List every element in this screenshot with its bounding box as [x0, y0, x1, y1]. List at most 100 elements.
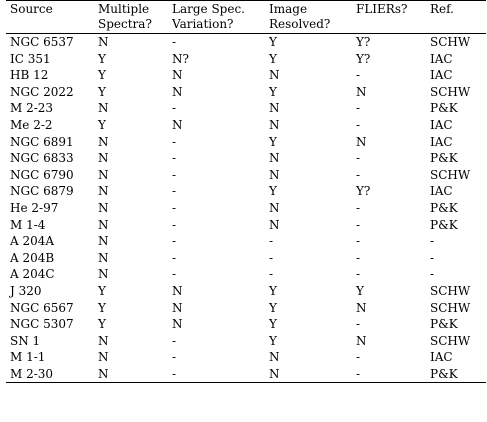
cell-large-spec-variation: -: [172, 217, 177, 232]
header-fliers: FLIERs?: [352, 1, 426, 34]
cell-multiple-spectra: N: [98, 167, 109, 182]
header-line: Variation?: [172, 17, 234, 31]
cell-multiple-spectra: N: [98, 267, 109, 282]
header-line: Resolved?: [269, 17, 331, 31]
cell-large-spec-variation: N?: [172, 51, 189, 66]
table-row: SN 1 N - Y N SCHW: [6, 333, 486, 350]
table-row: NGC 6567 Y N Y N SCHW: [6, 300, 486, 317]
cell-source: M 1-4: [10, 217, 46, 232]
header-line: Multiple: [98, 2, 150, 16]
cell-image-resolved: N: [269, 167, 280, 182]
cell-image-resolved: Y: [269, 51, 277, 66]
cell-multiple-spectra: Y: [98, 51, 106, 66]
cell-large-spec-variation: -: [172, 333, 177, 348]
cell-large-spec-variation: N: [172, 300, 183, 315]
table-row: A 204B N - - - -: [6, 250, 486, 267]
cell-ref: SCHW: [430, 35, 471, 49]
cell-large-spec-variation: -: [172, 234, 177, 249]
cell-source: A 204C: [10, 267, 55, 282]
cell-large-spec-variation: -: [172, 101, 177, 116]
cell-large-spec-variation: -: [172, 250, 177, 265]
cell-source: M 2-30: [10, 366, 54, 381]
cell-ref: IAC: [430, 51, 453, 66]
cell-fliers: Y: [356, 283, 364, 298]
table-row: NGC 6891 N - Y N IAC: [6, 134, 486, 151]
cell-image-resolved: Y: [269, 184, 277, 199]
cell-image-resolved: N: [269, 101, 280, 116]
header-source: Source: [6, 1, 94, 34]
cell-source: A 204B: [10, 250, 55, 265]
cell-source: NGC 6879: [10, 184, 74, 199]
cell-ref: P&K: [430, 200, 458, 215]
header-line: Image: [269, 2, 308, 16]
cell-large-spec-variation: -: [172, 35, 177, 49]
cell-ref: P&K: [430, 317, 458, 332]
cell-image-resolved: Y: [269, 283, 277, 298]
table-row: NGC 6537 N - Y Y? SCHW: [6, 34, 486, 51]
cell-source: NGC 5307: [10, 317, 74, 332]
table-row: NGC 2022 Y N Y N SCHW: [6, 84, 486, 101]
cell-large-spec-variation: -: [172, 200, 177, 215]
cell-source: J 320: [10, 283, 42, 298]
cell-fliers: -: [356, 101, 361, 116]
cell-ref: SCHW: [430, 167, 471, 182]
cell-image-resolved: N: [269, 151, 280, 166]
cell-fliers: -: [356, 250, 361, 265]
table-row: M 2-30 N - N - P&K: [6, 366, 486, 383]
table-row: A 204A N - - - -: [6, 233, 486, 250]
cell-multiple-spectra: N: [98, 217, 109, 232]
cell-ref: IAC: [430, 350, 453, 365]
cell-image-resolved: Y: [269, 300, 277, 315]
cell-image-resolved: -: [269, 267, 274, 282]
cell-large-spec-variation: -: [172, 350, 177, 365]
cell-fliers: N: [356, 300, 367, 315]
cell-fliers: -: [356, 167, 361, 182]
cell-source: M 2-23: [10, 101, 54, 116]
cell-multiple-spectra: Y: [98, 283, 106, 298]
cell-fliers: -: [356, 200, 361, 215]
cell-multiple-spectra: Y: [98, 84, 106, 99]
cell-image-resolved: N: [269, 68, 280, 83]
cell-fliers: -: [356, 68, 361, 83]
cell-fliers: Y?: [356, 35, 371, 49]
cell-multiple-spectra: N: [98, 151, 109, 166]
cell-fliers: -: [356, 366, 361, 381]
table-row: J 320 Y N Y Y SCHW: [6, 283, 486, 300]
cell-fliers: -: [356, 117, 361, 132]
table-row: He 2-97 N - N - P&K: [6, 200, 486, 217]
cell-large-spec-variation: -: [172, 167, 177, 182]
cell-large-spec-variation: -: [172, 184, 177, 199]
cell-image-resolved: Y: [269, 35, 277, 49]
cell-source: NGC 6790: [10, 167, 74, 182]
cell-ref: IAC: [430, 117, 453, 132]
header-line: Spectra?: [98, 17, 152, 31]
header-rule: [6, 33, 486, 34]
cell-ref: P&K: [430, 366, 458, 381]
cell-fliers: -: [356, 317, 361, 332]
cell-ref: P&K: [430, 101, 458, 116]
cell-source: He 2-97: [10, 200, 59, 215]
cell-image-resolved: Y: [269, 84, 277, 99]
cell-multiple-spectra: N: [98, 350, 109, 365]
cell-image-resolved: Y: [269, 333, 277, 348]
cell-source: IC 351: [10, 51, 51, 66]
cell-fliers: N: [356, 333, 367, 348]
cell-large-spec-variation: N: [172, 317, 183, 332]
cell-source: HB 12: [10, 68, 49, 83]
cell-image-resolved: N: [269, 117, 280, 132]
table-row: Me 2-2 Y N N - IAC: [6, 117, 486, 134]
header-image-resolved: Image Resolved?: [265, 1, 352, 34]
cell-source: NGC 2022: [10, 84, 74, 99]
header-line: FLIERs?: [356, 2, 408, 16]
table-row: NGC 6833 N - N - P&K: [6, 150, 486, 167]
header-ref: Ref.: [426, 1, 486, 34]
cell-source: Me 2-2: [10, 117, 53, 132]
cell-ref: -: [430, 234, 435, 249]
cell-ref: IAC: [430, 68, 453, 83]
header-multiple-spectra: Multiple Spectra?: [94, 1, 168, 34]
cell-fliers: N: [356, 84, 367, 99]
table-row: IC 351 Y N? Y Y? IAC: [6, 51, 486, 68]
cell-image-resolved: -: [269, 234, 274, 249]
cell-ref: P&K: [430, 217, 458, 232]
